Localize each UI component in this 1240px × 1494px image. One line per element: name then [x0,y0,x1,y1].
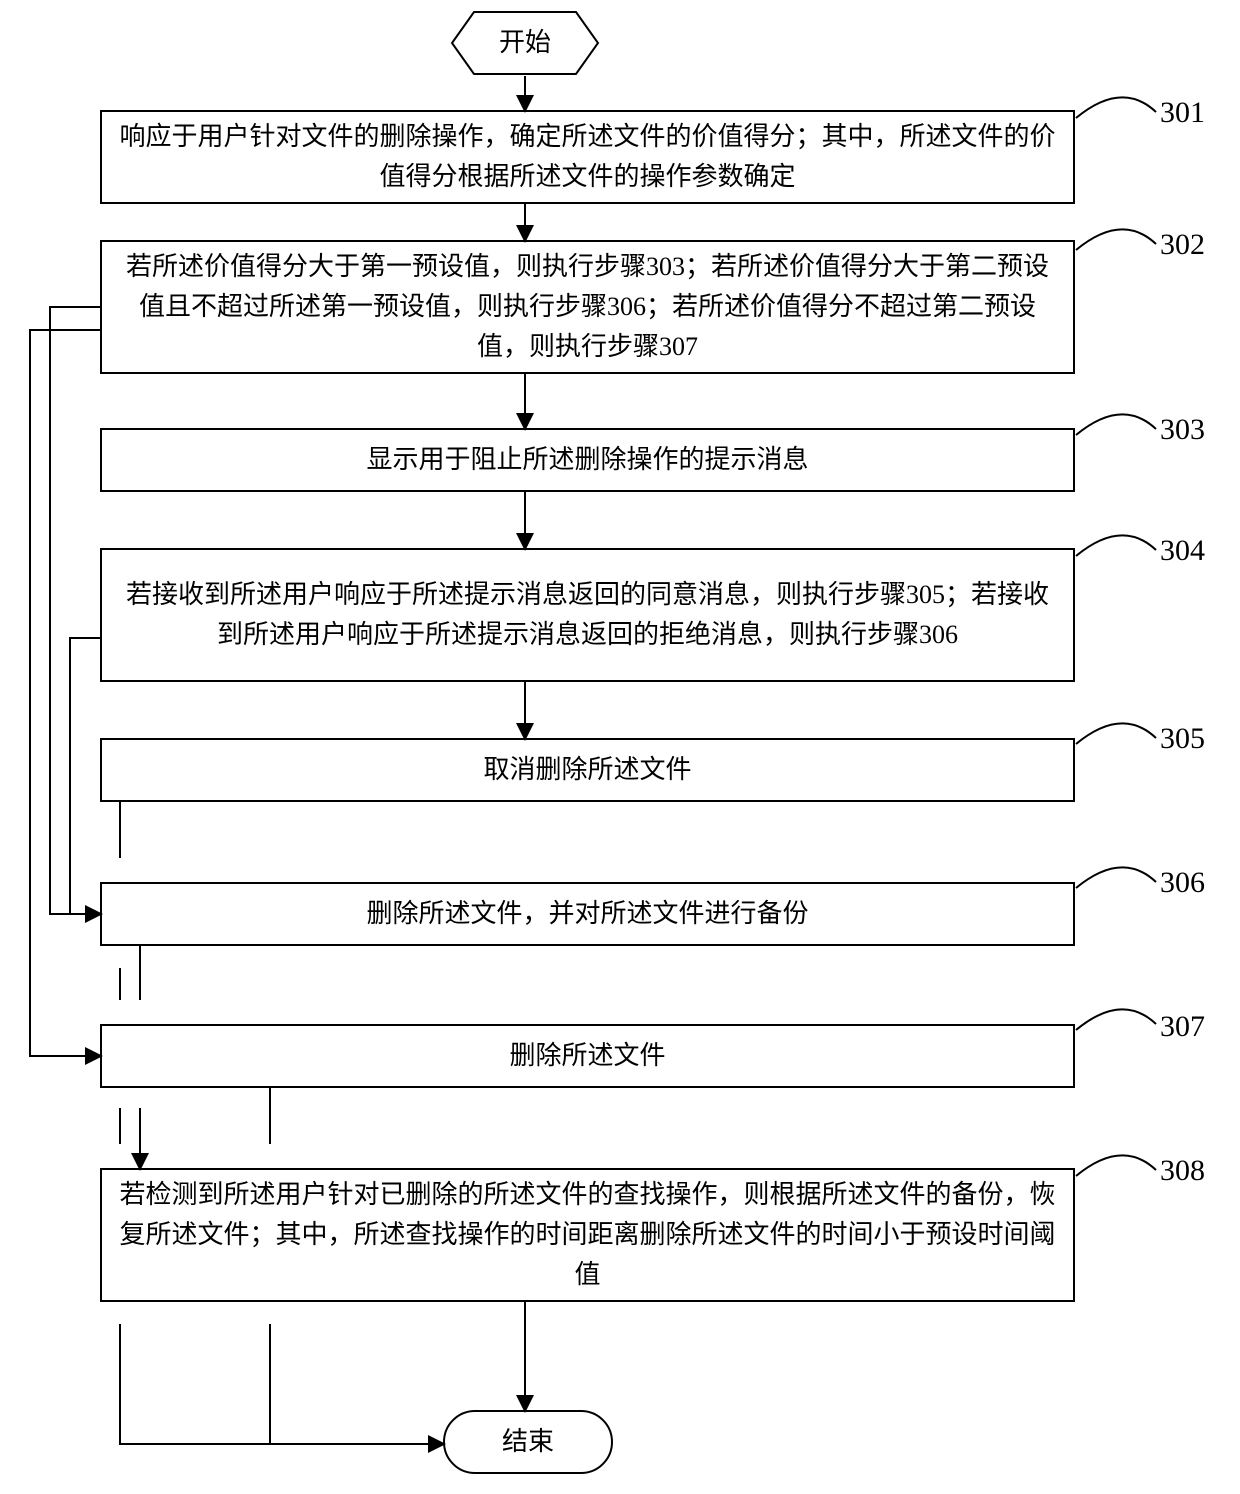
step-308-label: 308 [1160,1154,1205,1188]
step-306: 删除所述文件，并对所述文件进行备份 [100,882,1075,946]
step-307-text: 删除所述文件 [509,1036,665,1076]
step-302: 若所述价值得分大于第一预设值，则执行步骤303；若所述价值得分大于第二预设值且不… [100,240,1075,374]
step-306-text: 删除所述文件，并对所述文件进行备份 [366,894,808,934]
step-307-label: 307 [1160,1010,1205,1044]
step-303-label: 303 [1160,413,1205,447]
terminal-start: 开始 [450,10,600,76]
step-304-label: 304 [1160,534,1205,568]
step-305-text: 取消删除所述文件 [483,750,691,790]
flowchart-canvas: 开始 响应于用户针对文件的删除操作，确定所述文件的价值得分；其中，所述文件的价值… [0,0,1240,1494]
terminal-end-label: 结束 [502,1422,554,1462]
step-308: 若检测到所述用户针对已删除的所述文件的查找操作，则根据所述文件的备份，恢复所述文… [100,1168,1075,1302]
step-308-text: 若检测到所述用户针对已删除的所述文件的查找操作，则根据所述文件的备份，恢复所述文… [116,1175,1059,1296]
step-307: 删除所述文件 [100,1024,1075,1088]
step-302-label: 302 [1160,228,1205,262]
step-301: 响应于用户针对文件的删除操作，确定所述文件的价值得分；其中，所述文件的价值得分根… [100,110,1075,204]
step-306-label: 306 [1160,866,1205,900]
step-302-text: 若所述价值得分大于第一预设值，则执行步骤303；若所述价值得分大于第二预设值且不… [116,247,1059,368]
step-304: 若接收到所述用户响应于所述提示消息返回的同意消息，则执行步骤305；若接收到所述… [100,548,1075,682]
step-303: 显示用于阻止所述删除操作的提示消息 [100,428,1075,492]
step-305-label: 305 [1160,722,1205,756]
step-301-label: 301 [1160,96,1205,130]
step-304-text: 若接收到所述用户响应于所述提示消息返回的同意消息，则执行步骤305；若接收到所述… [116,575,1059,656]
terminal-end: 结束 [443,1410,613,1474]
step-303-text: 显示用于阻止所述删除操作的提示消息 [366,440,808,480]
step-301-text: 响应于用户针对文件的删除操作，确定所述文件的价值得分；其中，所述文件的价值得分根… [116,117,1059,198]
step-305: 取消删除所述文件 [100,738,1075,802]
terminal-start-label: 开始 [450,10,600,76]
